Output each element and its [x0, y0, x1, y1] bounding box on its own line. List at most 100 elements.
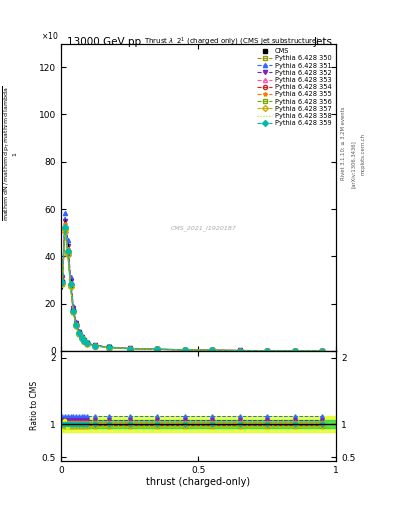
Line: Pythia 6.428 350: Pythia 6.428 350	[60, 226, 324, 353]
Pythia 6.428 354	[74, 322, 79, 328]
Point	[59, 427, 65, 435]
Pythia 6.428 350	[79, 335, 84, 341]
Pythia 6.428 355	[63, 221, 68, 227]
Pythia 6.428 359	[265, 348, 270, 354]
Pythia 6.428 359	[85, 340, 90, 347]
Pythia 6.428 355	[65, 246, 70, 252]
Pythia 6.428 351	[210, 347, 215, 353]
Pythia 6.428 352	[65, 243, 70, 249]
Pythia 6.428 350	[74, 322, 79, 328]
Pythia 6.428 351	[292, 348, 297, 354]
Pythia 6.428 353	[155, 346, 160, 352]
Pythia 6.428 354	[320, 348, 325, 354]
Pythia 6.428 352	[155, 346, 160, 352]
Pythia 6.428 359	[60, 279, 64, 285]
Pythia 6.428 353	[320, 348, 325, 354]
Pythia 6.428 355	[71, 307, 75, 313]
Pythia 6.428 353	[127, 346, 132, 352]
Pythia 6.428 351	[237, 347, 242, 353]
Pythia 6.428 359	[127, 346, 132, 352]
Pythia 6.428 350	[68, 282, 73, 288]
Pythia 6.428 350	[155, 346, 160, 352]
Pythia 6.428 356	[71, 309, 75, 315]
Point	[62, 417, 68, 425]
Pythia 6.428 355	[60, 278, 64, 284]
Pythia 6.428 357	[63, 229, 68, 235]
Pythia 6.428 354	[93, 343, 97, 349]
Pythia 6.428 352	[74, 321, 79, 327]
Pythia 6.428 358	[292, 348, 297, 354]
Pythia 6.428 353	[237, 348, 242, 354]
Pythia 6.428 357	[155, 346, 160, 352]
Pythia 6.428 358	[79, 335, 84, 342]
Pythia 6.428 350	[210, 347, 215, 353]
Pythia 6.428 353	[93, 343, 97, 349]
Pythia 6.428 358	[237, 348, 242, 354]
Pythia 6.428 359	[68, 282, 73, 288]
Pythia 6.428 354	[68, 282, 73, 288]
Pythia 6.428 355	[265, 348, 270, 354]
Pythia 6.428 358	[182, 347, 187, 353]
Pythia 6.428 351	[93, 342, 97, 348]
Pythia 6.428 355	[68, 280, 73, 286]
Pythia 6.428 355	[107, 344, 112, 350]
Pythia 6.428 357	[76, 331, 81, 337]
Text: [arXiv:1306.3436]: [arXiv:1306.3436]	[351, 140, 356, 188]
Text: mathrm d$^2$N
$\overline{\mathrm{mathrm\,d\,N\,/\,mathrm\,d\,p_T\,mathrm\,d\,lam: mathrm d$^2$N $\overline{\mathrm{mathrm\…	[0, 86, 17, 221]
Pythia 6.428 356	[79, 335, 84, 342]
Text: mcplots.cern.ch: mcplots.cern.ch	[361, 133, 366, 175]
Pythia 6.428 356	[127, 346, 132, 352]
Pythia 6.428 355	[155, 346, 160, 352]
Text: CMS_2021_I1920187: CMS_2021_I1920187	[171, 225, 237, 231]
Pythia 6.428 352	[182, 347, 187, 353]
Pythia 6.428 356	[320, 348, 325, 354]
Pythia 6.428 352	[320, 348, 325, 354]
Pythia 6.428 353	[292, 348, 297, 354]
Pythia 6.428 353	[82, 338, 86, 344]
Title: Thrust $\lambda\_2^1$ (charged only) (CMS jet substructure): Thrust $\lambda\_2^1$ (charged only) (CM…	[143, 35, 320, 48]
Pythia 6.428 352	[68, 278, 73, 284]
Pythia 6.428 352	[82, 337, 86, 344]
Pythia 6.428 353	[265, 348, 270, 354]
Pythia 6.428 353	[68, 281, 73, 287]
Pythia 6.428 355	[79, 334, 84, 340]
Pythia 6.428 356	[182, 347, 187, 353]
Pythia 6.428 355	[76, 330, 81, 336]
Pythia 6.428 357	[93, 343, 97, 349]
Pythia 6.428 359	[292, 348, 297, 354]
Pythia 6.428 357	[60, 282, 64, 288]
Pythia 6.428 351	[65, 237, 70, 243]
Pythia 6.428 359	[93, 343, 97, 349]
Pythia 6.428 354	[79, 335, 84, 341]
Pythia 6.428 355	[93, 343, 97, 349]
Pythia 6.428 359	[320, 348, 325, 354]
Pythia 6.428 354	[237, 348, 242, 354]
Pythia 6.428 351	[320, 348, 325, 354]
Pythia 6.428 355	[210, 347, 215, 353]
Pythia 6.428 354	[107, 345, 112, 351]
Pythia 6.428 359	[79, 335, 84, 341]
Pythia 6.428 353	[71, 307, 75, 313]
Pythia 6.428 355	[320, 348, 325, 354]
Pythia 6.428 357	[74, 323, 79, 329]
Pythia 6.428 351	[68, 274, 73, 280]
Pythia 6.428 350	[292, 348, 297, 354]
Pythia 6.428 356	[82, 338, 86, 345]
Pythia 6.428 354	[182, 347, 187, 353]
Pythia 6.428 351	[63, 210, 68, 216]
Pythia 6.428 353	[76, 330, 81, 336]
Pythia 6.428 353	[182, 347, 187, 353]
Pythia 6.428 352	[237, 348, 242, 354]
Pythia 6.428 356	[155, 346, 160, 352]
Line: Pythia 6.428 351: Pythia 6.428 351	[60, 211, 324, 353]
Pythia 6.428 352	[85, 340, 90, 346]
Y-axis label: $\frac{\mathrm{d}^2N}{\mathrm{d}N/\mathrm{d}p_T\,\mathrm{d}\lambda}$: $\frac{\mathrm{d}^2N}{\mathrm{d}N/\mathr…	[0, 182, 4, 212]
Pythia 6.428 354	[60, 280, 64, 286]
Pythia 6.428 352	[71, 305, 75, 311]
Pythia 6.428 358	[65, 252, 70, 259]
Pythia 6.428 358	[74, 323, 79, 329]
Line: Pythia 6.428 354: Pythia 6.428 354	[60, 227, 324, 353]
Pythia 6.428 357	[237, 348, 242, 354]
Pythia 6.428 357	[79, 335, 84, 342]
Pythia 6.428 357	[320, 348, 325, 354]
